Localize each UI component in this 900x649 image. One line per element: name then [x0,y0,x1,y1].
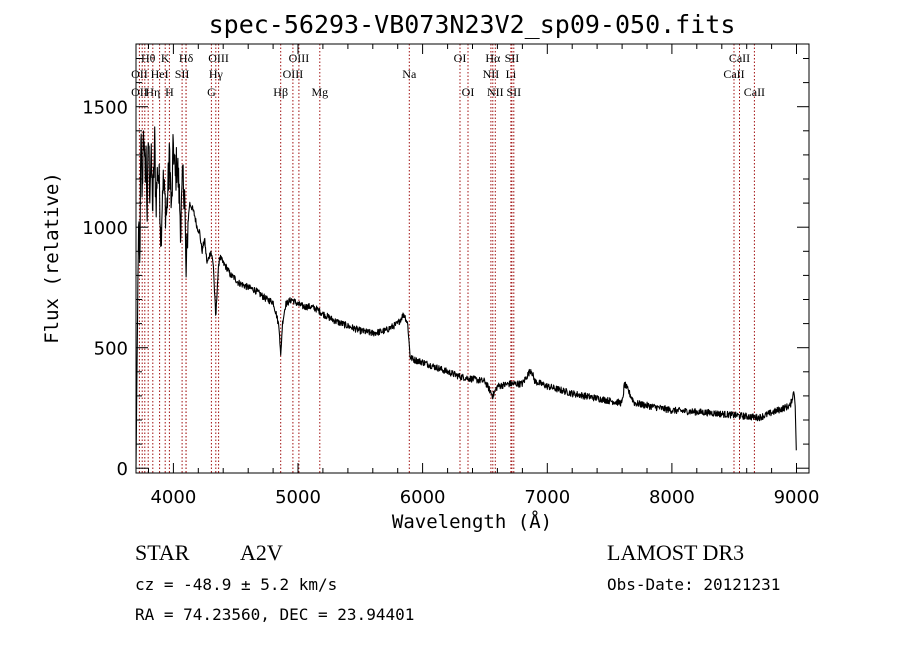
survey-name: LAMOST DR3 [607,540,744,565]
line-label-nii: NII [483,67,500,81]
line-label-oii: OII [131,67,148,81]
y-axis-label: Flux (relative) [41,172,63,344]
line-label-g: G [207,85,216,99]
x-tick-label: 8000 [649,487,695,508]
line-label-hα: Hα [485,51,501,65]
coordinates-text: RA = 74.23560, DEC = 23.94401 [135,605,414,624]
line-label-nii: NII [487,85,504,99]
line-label-caii: CaII [744,85,765,99]
x-tick-label: 4000 [150,487,196,508]
obs-date-text: Obs-Date: 20121231 [607,575,780,594]
chart-title: spec-56293-VB073N23V2_sp09-050.fits [209,10,736,39]
redshift-text: cz = -48.9 ± 5.2 km/s [135,575,337,594]
x-tick-label: 5000 [275,487,321,508]
line-label-hβ: Hβ [273,85,288,99]
spectral-line-markers [138,44,755,473]
axis-ticks [136,44,809,473]
x-tick-label: 7000 [524,487,570,508]
line-label-hγ: Hγ [209,67,224,81]
line-label-h: H [165,85,174,99]
line-label-caii: CaII [723,67,744,81]
line-label-hei: HeI [151,67,169,81]
line-label-k: K [161,51,170,65]
line-label-sii: SII [506,85,521,99]
line-label-oii: OII [131,85,148,99]
line-label-oiii: OIII [208,51,229,65]
y-tick-label: 0 [117,459,128,480]
y-tick-label: 500 [94,339,128,360]
line-label-hθ: Hθ [141,51,156,65]
line-label-sii: SII [505,51,520,65]
line-label-hδ: Hδ [179,51,194,65]
y-tick-label: 1500 [82,98,128,119]
line-label-oi: OI [454,51,467,65]
spectral-line-labels: Hθ K Hδ OIII OIII OI Hα SII CaII OII HeI SII Hγ OIII N… [131,51,765,99]
plot-frame [135,43,810,474]
x-tick-label: 9000 [774,487,820,508]
spectrum-line [135,126,797,469]
line-label-hη: Hη [145,85,160,99]
y-tick-label: 1000 [82,218,128,239]
x-axis-label: Wavelength (Å) [392,510,552,533]
line-label-oiii: OIII [289,51,310,65]
line-label-li: Li [506,67,517,81]
line-label-oiii: OIII [283,67,304,81]
x-tick-label: 6000 [400,487,446,508]
line-label-sii: SII [175,67,190,81]
line-label-oi: OI [462,85,475,99]
object-class: STAR [135,540,190,565]
line-label-na: Na [402,67,417,81]
axis-tick-labels: 4000 5000 6000 7000 8000 9000 0 500 1000 1500 [82,98,819,508]
object-subclass: A2V [240,540,283,565]
line-label-caii: CaII [729,51,750,65]
line-label-mg: Mg [311,85,328,99]
